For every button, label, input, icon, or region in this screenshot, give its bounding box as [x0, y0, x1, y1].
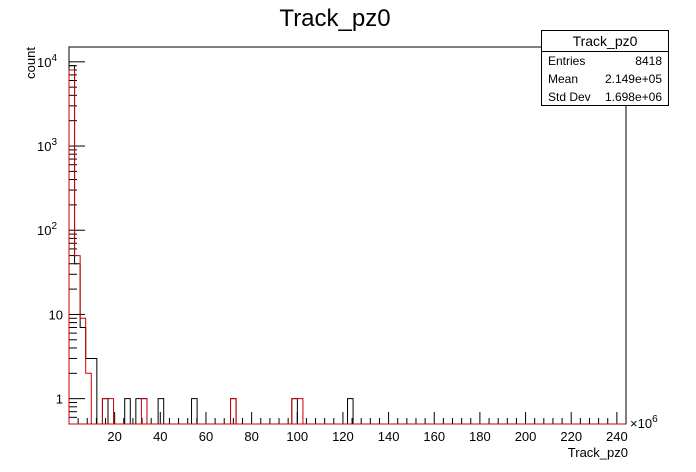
x-tick-label: 60: [199, 429, 213, 444]
stats-label: Entries: [548, 54, 586, 68]
x-tick-label: 140: [378, 429, 400, 444]
stats-label: Std Dev: [548, 90, 591, 104]
x-tick-label: 220: [560, 429, 582, 444]
stats-value: 8418: [635, 54, 662, 68]
y-tick-label: 104: [37, 53, 57, 70]
chart-title: Track_pz0: [279, 5, 390, 32]
x-tick-label: 20: [107, 429, 121, 444]
stats-row-stddev: Std Dev 1.698e+06: [542, 88, 668, 106]
x-multiplier-exponent: 6: [652, 414, 658, 425]
y-tick-label: 1: [56, 392, 63, 407]
histogram-series-0: [68, 65, 354, 424]
x-tick-label: 100: [286, 429, 308, 444]
x-tick-label: 200: [515, 429, 537, 444]
x-tick-label: 180: [469, 429, 491, 444]
stats-title: Track_pz0: [542, 31, 668, 52]
x-tick-label: 240: [606, 429, 628, 444]
y-tick-label: 103: [37, 137, 57, 154]
x-tick-label: 80: [244, 429, 258, 444]
y-tick-label: 102: [37, 221, 57, 238]
plot-area: 20 40 60 80 100 120 140 160 180 200 220 240 1 10 102 10…: [37, 46, 628, 444]
histogram-series-1: [68, 69, 304, 424]
stats-box: Track_pz0 Entries 8418 Mean 2.149e+05 St…: [541, 30, 669, 106]
x-multiplier: ×106: [630, 414, 658, 431]
x-tick-label: 120: [332, 429, 354, 444]
stats-value: 2.149e+05: [604, 72, 662, 86]
y-axis-label: count: [23, 47, 38, 79]
stats-row-mean: Mean 2.149e+05: [542, 70, 668, 88]
stats-row-entries: Entries 8418: [542, 52, 668, 70]
x-tick-label: 160: [423, 429, 445, 444]
x-axis-label: Track_pz0: [568, 445, 628, 460]
stats-label: Mean: [548, 72, 579, 86]
stats-value: 1.698e+06: [604, 90, 662, 104]
y-tick-label: 10: [49, 307, 63, 322]
x-tick-label: 40: [153, 429, 167, 444]
